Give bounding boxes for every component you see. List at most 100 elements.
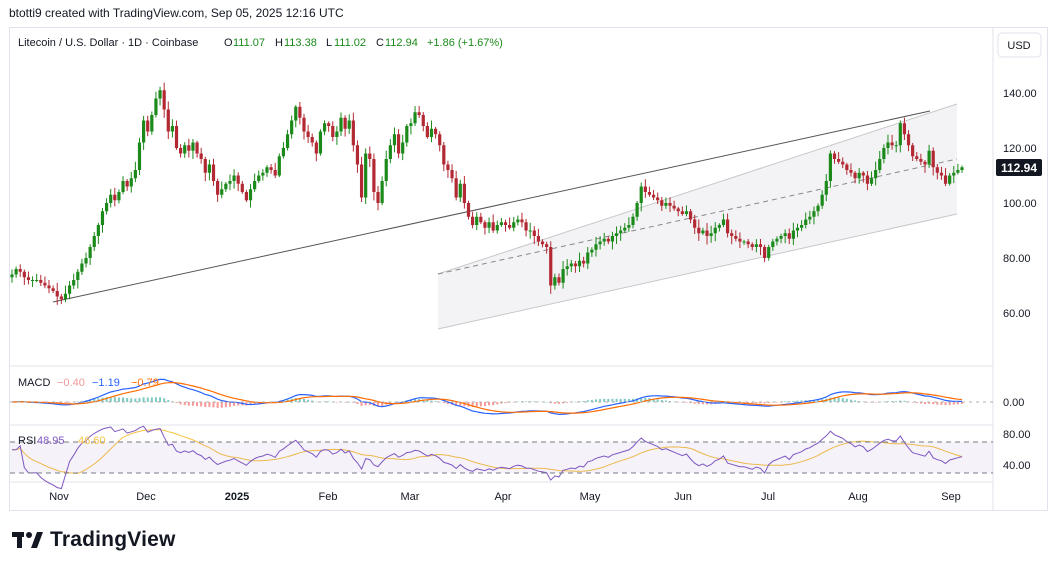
candle-body	[684, 211, 689, 214]
candle	[39, 274, 43, 287]
candle-body	[322, 123, 327, 132]
macd-hist-bar	[771, 402, 774, 403]
candle	[142, 115, 146, 150]
candle	[47, 279, 51, 294]
change-value: +1.86 (+1.67%)	[427, 37, 503, 49]
candle	[179, 144, 183, 158]
currency-button[interactable]: USD	[1007, 40, 1030, 52]
candle-body	[721, 219, 726, 225]
candle-body	[170, 126, 174, 132]
candle-body	[738, 238, 742, 242]
candle-body	[499, 222, 503, 225]
candle-body	[627, 225, 631, 228]
candle	[158, 86, 162, 106]
close-value: 112.94	[385, 37, 418, 49]
candle-body	[746, 241, 750, 245]
candle-body	[154, 98, 158, 115]
candle-body	[725, 219, 730, 234]
macd-hist-bar	[792, 400, 795, 402]
candle-body	[55, 291, 59, 297]
macd-hist-bar	[948, 402, 951, 406]
candle-body	[857, 172, 861, 179]
candle	[935, 163, 939, 180]
tradingview-brand[interactable]: TradingView	[12, 528, 176, 552]
time-axis-tick: Feb	[319, 491, 338, 503]
candle	[67, 280, 72, 300]
candle	[610, 231, 615, 250]
macd-hist-bar	[377, 402, 380, 407]
candle-body	[553, 277, 557, 286]
candle	[886, 134, 890, 155]
candle	[199, 147, 203, 164]
candle	[754, 239, 758, 253]
macd-hist-bar	[89, 399, 92, 402]
macd-hist-bar	[932, 402, 935, 405]
candle	[203, 156, 207, 182]
candle-body	[754, 244, 758, 247]
ohlc-readout: O 111.07 H 113.38 L 111.02 C 112.94 +1.8…	[224, 37, 503, 49]
candle	[236, 172, 240, 192]
candle	[76, 268, 80, 289]
candle-body	[902, 123, 907, 135]
macd-hist-bar	[150, 397, 153, 402]
candle	[384, 150, 388, 187]
candle-body	[248, 189, 253, 201]
macd-hist-bar	[113, 397, 116, 402]
candle-body	[594, 244, 598, 250]
macd-hist-bar	[660, 400, 663, 402]
candle-body	[647, 192, 652, 195]
chart-credit: btotti9 created with TradingView.com, Se…	[9, 6, 344, 20]
candle-body	[302, 117, 306, 132]
candle	[281, 142, 286, 159]
candle-body	[705, 230, 709, 236]
candle	[623, 223, 627, 233]
candle	[540, 239, 545, 248]
candle	[956, 163, 960, 175]
candle-body	[906, 134, 911, 146]
macd-hist-bar	[800, 400, 803, 402]
candle-body	[697, 227, 701, 234]
macd-signal-line	[12, 381, 963, 414]
candle-body	[355, 145, 360, 165]
candle-body	[767, 247, 771, 258]
candle	[672, 200, 676, 211]
macd-hist-bar	[956, 402, 959, 405]
candle	[495, 220, 499, 234]
candle	[446, 160, 450, 178]
macd-hist-bar	[364, 402, 367, 406]
macd-hist-bar	[841, 398, 844, 402]
macd-hist-bar	[105, 397, 108, 402]
candle-body	[10, 274, 14, 278]
candle-body	[347, 120, 351, 129]
candle-body	[660, 200, 664, 206]
macd-hist-bar	[759, 402, 762, 404]
macd-hist-bar	[644, 397, 647, 402]
candle	[392, 127, 397, 153]
candle	[931, 147, 935, 176]
candle	[549, 241, 553, 294]
candle-body	[146, 120, 150, 132]
macd-hist-bar	[216, 402, 219, 408]
chart-frame[interactable]	[9, 27, 1048, 511]
candle	[709, 225, 713, 243]
candle-body	[318, 131, 323, 154]
candle-body	[610, 236, 615, 242]
macd-hist-bar	[500, 402, 503, 404]
candle-body	[199, 153, 203, 159]
macd-hist-bar	[693, 402, 696, 404]
candle	[590, 247, 594, 257]
macd-hist-bar	[928, 402, 931, 404]
candle	[475, 212, 479, 231]
candle-body	[269, 167, 273, 170]
candle	[816, 203, 820, 217]
candle	[512, 216, 516, 232]
candle-body	[800, 225, 804, 228]
macd-hist-bar	[743, 402, 746, 404]
candle-body	[898, 123, 902, 146]
candle-body	[314, 142, 318, 154]
candle	[96, 222, 100, 245]
candle	[676, 206, 680, 217]
candle	[771, 238, 775, 251]
candle-body	[401, 142, 405, 154]
